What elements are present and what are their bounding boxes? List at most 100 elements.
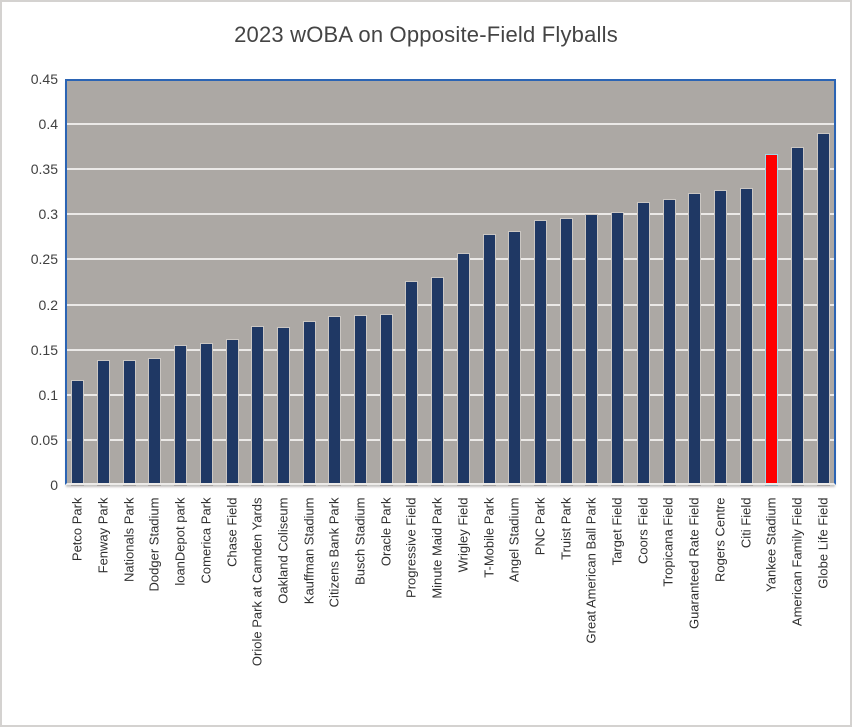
y-axis-tick-label: 0.35 [30, 161, 58, 178]
bar-slot [245, 79, 271, 485]
bar-slot [194, 79, 220, 485]
bar-chase-field[interactable] [226, 339, 238, 485]
bar-kauffman-stadium[interactable] [303, 321, 315, 485]
y-axis: 0.45 0.4 0.35 0.3 0.25 0.2 0.15 0.1 0.05 0 [2, 71, 58, 493]
bar-yankee-stadium[interactable] [766, 154, 778, 485]
gridline [65, 168, 836, 171]
x-axis-category-label: loanDepot park [172, 497, 188, 586]
bar-comerica-park[interactable] [200, 344, 212, 485]
bar-slot [502, 79, 528, 485]
y-axis-tick-label: 0.05 [30, 431, 58, 448]
bar-slot [656, 79, 682, 485]
y-axis-tick-label: 0.1 [38, 386, 58, 403]
x-axis-category-label: Citizens Bank Park [326, 497, 342, 607]
bar-american-family-field[interactable] [792, 148, 804, 485]
bar-slot [451, 79, 477, 485]
y-axis-tick-label: 0.2 [38, 296, 58, 313]
bar-oracle-park[interactable] [380, 315, 392, 485]
bar-slot [425, 79, 451, 485]
x-axis-category-label: Citi Field [738, 497, 754, 548]
x-axis-category-label: Truist Park [558, 497, 574, 560]
bar-loandepot-park[interactable] [175, 346, 187, 485]
bar-t-mobile-park[interactable] [483, 235, 495, 485]
bar-citizens-bank-park[interactable] [329, 317, 341, 485]
bar-slot [553, 79, 579, 485]
bar-slot [759, 79, 785, 485]
x-axis-category-label: Progressive Field [403, 497, 419, 598]
bar-slot [733, 79, 759, 485]
bar-globe-life-field[interactable] [817, 134, 829, 485]
bar-minute-maid-park[interactable] [432, 278, 444, 485]
bar-slot [168, 79, 194, 485]
bar-slot [579, 79, 605, 485]
x-axis-category-label: Wrigley Field [455, 497, 471, 572]
bar-slot [65, 79, 91, 485]
bar-nationals-park[interactable] [123, 360, 135, 485]
bar-petco-park[interactable] [72, 381, 84, 485]
bar-busch-stadium[interactable] [355, 316, 367, 485]
bar-slot [116, 79, 142, 485]
bar-slot [373, 79, 399, 485]
x-axis-category-label: Kauffman Stadium [301, 497, 317, 604]
x-axis-category-label: Rogers Centre [712, 497, 728, 582]
bar-oriole-park-at-camden-yards[interactable] [252, 327, 264, 485]
bar-slot [348, 79, 374, 485]
x-axis-category-label: Angel Stadium [506, 497, 522, 582]
bar-fenway-park[interactable] [98, 361, 110, 485]
chart-title: 2023 wOBA on Opposite-Field Flyballs [234, 22, 618, 47]
bar-slot [682, 79, 708, 485]
bar-pnc-park[interactable] [535, 220, 546, 485]
x-axis-category-label: Nationals Park [121, 497, 137, 582]
bar-target-field[interactable] [612, 213, 624, 485]
x-axis-category-label: Chase Field [224, 497, 240, 567]
bar-slot [219, 79, 245, 485]
bar-citi-field[interactable] [740, 189, 752, 485]
bar-oakland-coliseum[interactable] [277, 328, 289, 485]
y-axis-tick-label: 0.3 [38, 206, 58, 223]
bar-slot [91, 79, 117, 485]
bar-rogers-centre[interactable] [714, 190, 726, 485]
x-axis-category-label: Comerica Park [198, 497, 214, 583]
gridline [65, 438, 836, 441]
bar-truist-park[interactable] [560, 218, 572, 485]
bar-slot [810, 79, 836, 485]
gridline [65, 303, 836, 306]
bar-guaranteed-rate-field[interactable] [689, 193, 701, 485]
x-axis-category-label: Tropicana Field [660, 497, 676, 587]
x-axis-category-label: Busch Stadium [352, 497, 368, 585]
bar-slot [605, 79, 631, 485]
x-axis-category-label: PNC Park [532, 497, 548, 555]
x-axis-category-label: Oriole Park at Camden Yards [249, 497, 265, 666]
bar-slot [476, 79, 502, 485]
bar-angel-stadium[interactable] [509, 232, 521, 485]
y-axis-tick-label: 0.15 [30, 341, 58, 358]
bar-progressive-field[interactable] [406, 282, 418, 485]
bar-slot [528, 79, 554, 485]
bar-tropicana-field[interactable] [663, 199, 675, 485]
gridline [65, 348, 836, 351]
plot-area [65, 79, 836, 485]
bar-slot [322, 79, 348, 485]
x-axis-category-label: Great American Ball Park [583, 497, 599, 643]
x-axis-category-label: Petco Park [69, 497, 85, 561]
bar-slot [708, 79, 734, 485]
bar-slot [785, 79, 811, 485]
bar-slot [296, 79, 322, 485]
bar-series [65, 79, 836, 485]
x-axis-category-label: Dodger Stadium [146, 497, 162, 591]
bar-wrigley-field[interactable] [457, 254, 469, 485]
x-axis-category-label: American Family Field [789, 497, 805, 626]
gridline [65, 393, 836, 396]
x-axis-category-label: Fenway Park [95, 497, 111, 573]
bar-dodger-stadium[interactable] [149, 358, 161, 485]
x-axis: Petco Park Fenway Park Nationals Park Dodge… [65, 492, 836, 725]
gridline [65, 258, 836, 261]
bar-slot [142, 79, 168, 485]
bar-great-american-ball-park[interactable] [586, 215, 598, 485]
x-axis-category-label: Yankee Stadium [763, 497, 779, 592]
y-axis-tick-label: 0.45 [30, 71, 58, 87]
bar-coors-field[interactable] [637, 202, 649, 485]
x-axis-category-label: T-Mobile Park [481, 497, 497, 578]
x-axis-category-label: Target Field [609, 497, 625, 565]
